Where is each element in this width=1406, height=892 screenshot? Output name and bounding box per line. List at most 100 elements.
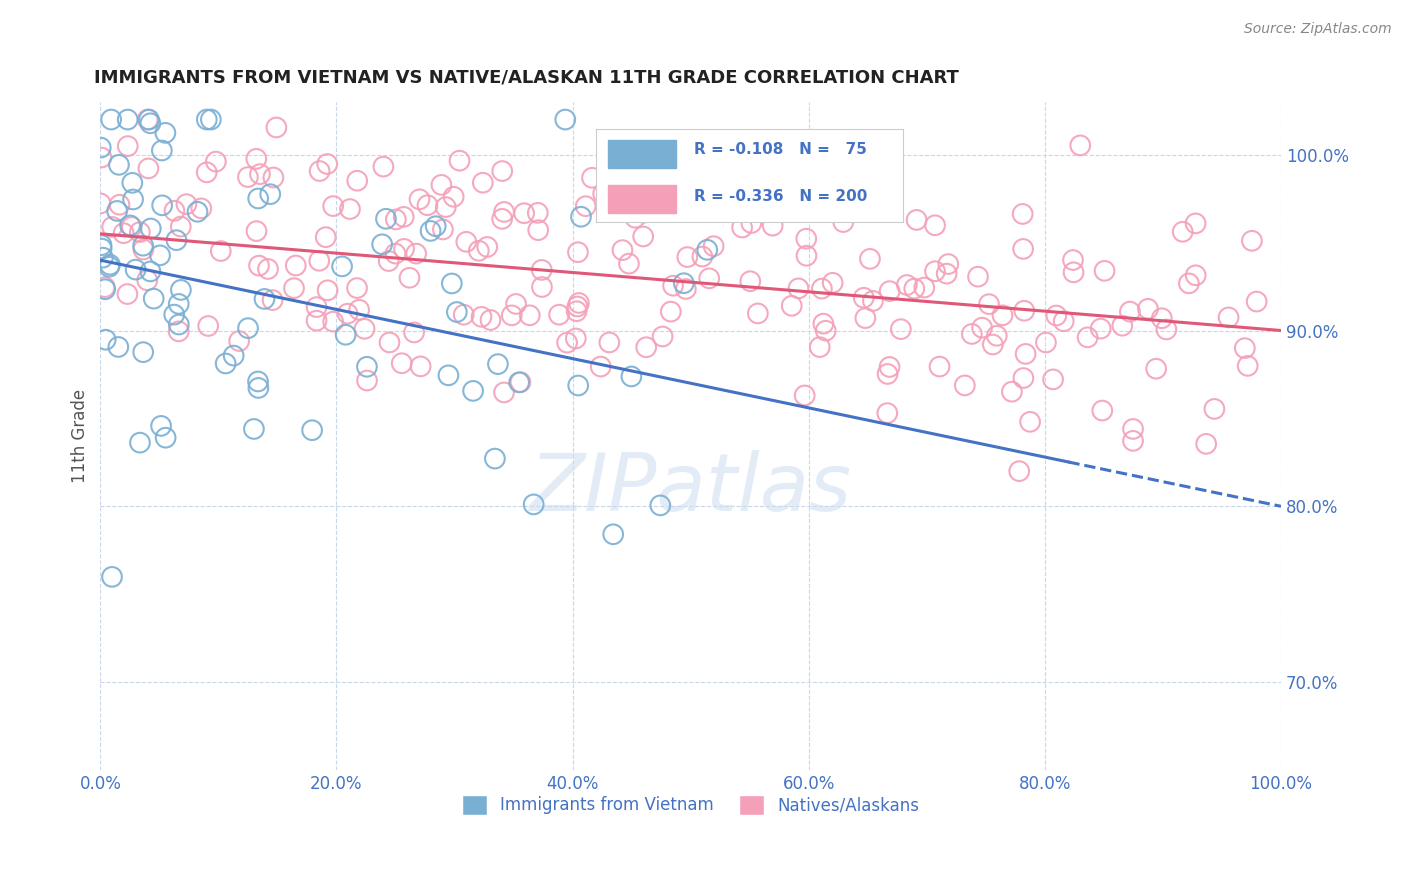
Point — [336, 307, 359, 321]
Legend: Immigrants from Vietnam, Natives/Alaskans: Immigrants from Vietnam, Natives/Alaskan… — [456, 789, 927, 822]
Point — [257, 262, 280, 277]
Point — [1119, 304, 1142, 318]
Point — [378, 335, 401, 350]
Point — [808, 340, 831, 354]
Point — [139, 116, 162, 130]
Point — [981, 337, 1004, 351]
Point — [813, 317, 835, 331]
Point — [1063, 265, 1085, 279]
Point — [1246, 294, 1268, 309]
Point — [89, 196, 111, 211]
Point — [105, 203, 128, 218]
Point — [339, 202, 361, 216]
Point — [624, 211, 647, 225]
Point — [696, 243, 718, 257]
Point — [121, 176, 143, 190]
Point — [1012, 303, 1035, 318]
Point — [456, 235, 478, 249]
Point — [1091, 403, 1114, 417]
Point — [1094, 264, 1116, 278]
Point — [385, 212, 408, 227]
Point — [117, 112, 139, 127]
Point — [353, 322, 375, 336]
Point — [391, 356, 413, 370]
Point — [659, 304, 682, 318]
Point — [1045, 309, 1067, 323]
Point — [1171, 225, 1194, 239]
Point — [150, 418, 173, 433]
Point — [876, 406, 898, 420]
Point — [117, 139, 139, 153]
Point — [530, 280, 553, 294]
Point — [316, 157, 339, 171]
Point — [245, 152, 267, 166]
Point — [486, 357, 509, 371]
Point — [101, 219, 124, 234]
Point — [98, 258, 121, 272]
Point — [247, 375, 270, 389]
Point — [1218, 310, 1240, 325]
Point — [101, 570, 124, 584]
Point — [132, 345, 155, 359]
Point — [505, 297, 527, 311]
Point — [253, 292, 276, 306]
Point — [1062, 253, 1084, 268]
Point — [437, 368, 460, 383]
Point — [356, 359, 378, 374]
Point — [747, 306, 769, 320]
Point — [430, 178, 453, 192]
Point — [991, 308, 1014, 322]
Point — [139, 264, 162, 278]
Point — [662, 278, 685, 293]
Point — [592, 186, 614, 201]
Point — [136, 273, 159, 287]
Point — [120, 219, 142, 233]
Point — [322, 315, 344, 329]
Point — [209, 244, 232, 258]
Point — [94, 282, 117, 296]
Point — [247, 381, 270, 395]
Point — [163, 203, 186, 218]
Point — [928, 359, 950, 374]
Point — [409, 359, 432, 374]
Point — [142, 292, 165, 306]
Point — [513, 206, 536, 220]
Point — [723, 199, 745, 213]
Point — [284, 259, 307, 273]
Point — [150, 144, 173, 158]
Point — [346, 281, 368, 295]
Point — [876, 367, 898, 381]
Point — [132, 243, 155, 257]
Point — [128, 225, 150, 239]
Y-axis label: 11th Grade: 11th Grade — [72, 389, 89, 483]
Point — [316, 283, 339, 297]
Point — [924, 264, 946, 278]
Point — [960, 326, 983, 341]
Point — [567, 300, 589, 314]
Point — [692, 250, 714, 264]
Point — [852, 291, 875, 305]
Point — [249, 167, 271, 181]
Point — [1184, 216, 1206, 230]
Point — [266, 120, 288, 135]
Point — [1122, 434, 1144, 448]
Point — [398, 270, 420, 285]
Point — [1019, 415, 1042, 429]
Point — [581, 170, 603, 185]
Point — [283, 281, 305, 295]
Point — [247, 259, 270, 273]
Point — [862, 293, 884, 308]
Point — [793, 388, 815, 402]
Point — [905, 213, 928, 227]
Point — [568, 296, 591, 310]
Point — [243, 422, 266, 436]
Point — [1042, 372, 1064, 386]
Point — [215, 357, 238, 371]
Point — [197, 318, 219, 333]
Point — [195, 112, 218, 127]
Point — [523, 497, 546, 511]
Point — [425, 219, 447, 234]
Point — [124, 262, 146, 277]
Point — [924, 219, 946, 233]
Point — [432, 222, 454, 236]
